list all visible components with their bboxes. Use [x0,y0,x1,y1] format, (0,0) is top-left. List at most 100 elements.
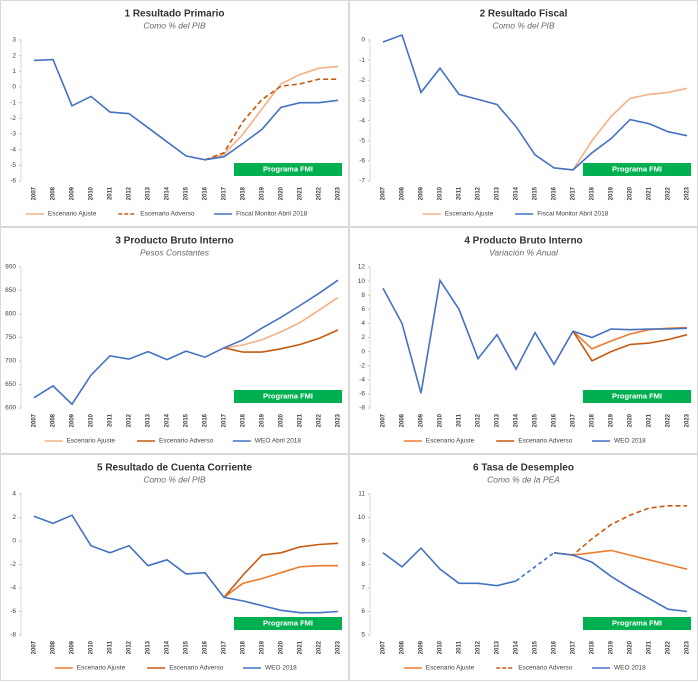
x-tick-label: 2020 [279,186,285,200]
y-tick-label: 2 [12,514,16,521]
series-line [33,58,339,161]
chart-title: 5 Resultado de Cuenta Corriente [97,463,252,474]
x-tick-label: 2017 [222,413,228,427]
legend-label: Escenario Ajuste [77,665,126,672]
x-tick-label: 2011 [108,640,114,654]
y-tick-label: -2 [10,115,16,122]
y-tick-label: 1 [12,68,16,75]
panel-border [0,0,349,227]
x-tick-label: 2014 [165,413,171,427]
y-tick-label: -5 [10,162,16,169]
program-label: Programa FMI [263,391,313,400]
y-tick-label: 650 [5,381,16,388]
x-tick-label: 2022 [317,413,323,427]
x-tick-label: 2014 [514,186,520,200]
y-tick-label: 0 [12,84,16,91]
y-tick-label: 6 [361,608,365,615]
program-label: Programa FMI [612,391,662,400]
x-tick-label: 2018 [241,413,247,427]
chart-subtitle: Como % del PIB [143,474,206,484]
x-tick-label: 2009 [70,413,76,427]
x-tick-label: 2013 [495,186,501,200]
x-tick-label: 2021 [647,186,653,200]
panel-border [349,0,698,227]
x-tick-label: 2015 [533,413,539,427]
x-tick-label: 2019 [609,413,615,427]
x-tick-label: 2021 [647,640,653,654]
y-tick-label: -3 [359,97,365,104]
series-line [382,546,688,613]
y-tick-label: 7 [361,585,365,592]
x-tick-label: 2011 [457,640,463,654]
series-line [204,78,338,161]
x-tick-label: 2021 [298,640,304,654]
y-tick-label: -2 [359,77,365,84]
x-tick-label: 2016 [203,186,209,200]
x-tick-label: 2020 [279,413,285,427]
y-tick-label: -6 [10,608,16,615]
panel-border [349,227,698,454]
x-tick-label: 2018 [590,413,596,427]
series-line [382,278,688,394]
y-tick-label: -2 [10,561,16,568]
y-tick-label: 4 [361,320,365,327]
x-tick-label: 2019 [260,640,266,654]
y-tick-label: 900 [5,264,16,271]
x-tick-label: 2013 [146,413,152,427]
x-tick-label: 2008 [400,186,406,200]
x-tick-label: 2012 [476,413,482,427]
x-tick-label: 2009 [70,640,76,654]
x-tick-label: 2016 [552,640,558,654]
y-tick-label: 2 [361,334,365,341]
x-tick-label: 2019 [609,186,615,200]
x-tick-label: 2019 [609,640,615,654]
y-tick-label: 9 [361,538,365,545]
legend-label: Escenario Adverso [140,211,195,218]
y-tick-label: 6 [361,306,365,313]
legend-label: Fiscal Monitor Abril 2018 [537,211,609,218]
x-tick-label: 2009 [419,640,425,654]
series-line [223,542,339,598]
x-tick-label: 2023 [336,413,342,427]
x-tick-label: 2011 [108,186,114,200]
series-line [33,514,339,614]
x-tick-label: 2021 [647,413,653,427]
chart-title: 4 Producto Bruto Interno [464,236,582,247]
x-tick-label: 2012 [127,413,133,427]
x-tick-label: 2018 [590,640,596,654]
x-tick-label: 2012 [476,640,482,654]
x-tick-label: 2020 [628,640,634,654]
x-tick-label: 2022 [317,186,323,200]
series-line [223,296,339,349]
program-box [583,617,691,630]
legend-label: Escenario Ajuste [445,211,494,218]
x-tick-label: 2014 [514,640,520,654]
y-tick-label: 8 [361,292,365,299]
y-tick-label: -3 [10,131,16,138]
x-tick-label: 2023 [336,640,342,654]
x-tick-label: 2018 [241,640,247,654]
legend-label: Escenario Ajuste [426,665,475,672]
panel-border [0,227,349,454]
x-tick-label: 2017 [222,640,228,654]
x-tick-label: 2017 [571,186,577,200]
x-tick-label: 2014 [165,186,171,200]
x-tick-label: 2017 [571,640,577,654]
y-tick-label: -7 [359,178,365,185]
x-tick-label: 2007 [32,640,38,654]
chart-subtitle: Variación % Anual [489,247,559,257]
x-tick-label: 2008 [400,413,406,427]
x-tick-label: 2014 [514,413,520,427]
x-tick-label: 2016 [203,640,209,654]
program-label: Programa FMI [263,164,313,173]
x-tick-label: 2022 [666,640,672,654]
x-tick-label: 2023 [685,413,691,427]
x-tick-label: 2009 [419,413,425,427]
x-tick-label: 2011 [457,413,463,427]
y-tick-label: -4 [10,146,16,153]
y-tick-label: 600 [5,405,16,412]
x-tick-label: 2015 [533,186,539,200]
